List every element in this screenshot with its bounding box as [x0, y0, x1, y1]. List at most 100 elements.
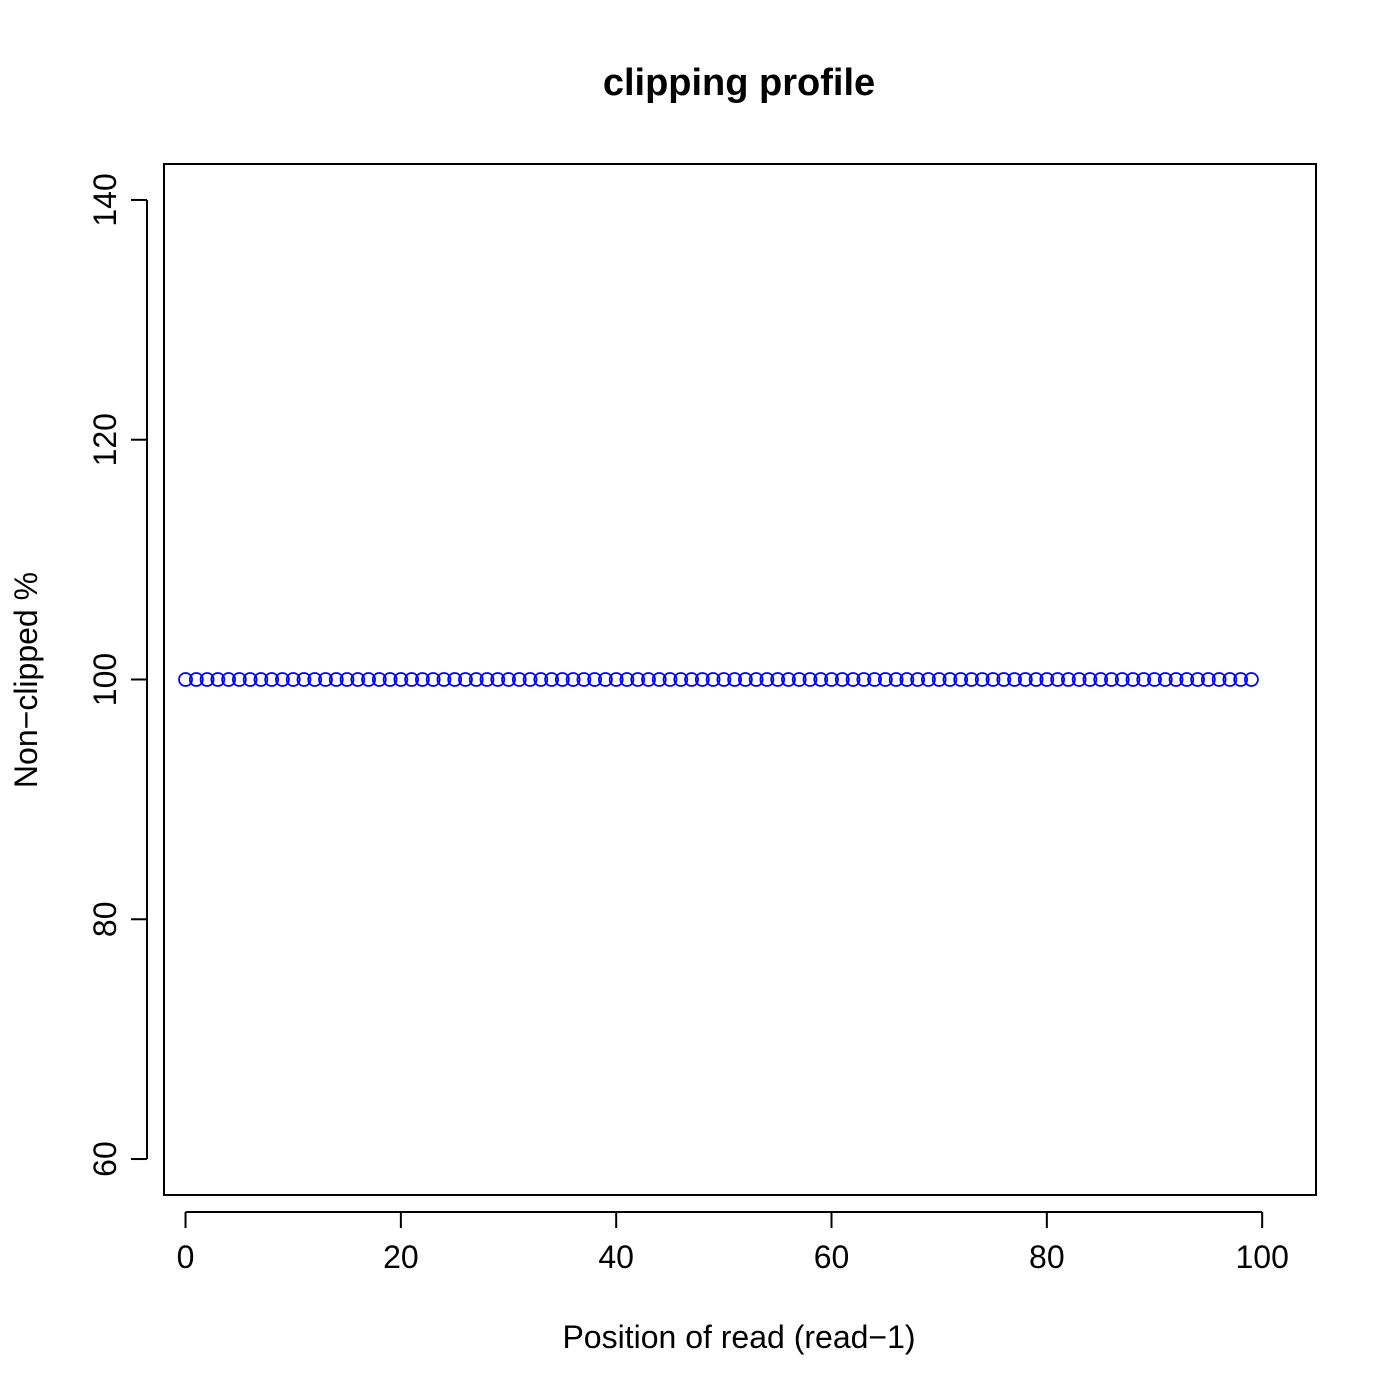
data-point [705, 672, 721, 687]
data-point [296, 672, 312, 687]
data-point [759, 672, 775, 687]
data-point [737, 672, 753, 687]
data-point [554, 672, 570, 687]
data-point [1104, 672, 1119, 687]
x-tick-label: 100 [1235, 1239, 1288, 1275]
data-point [781, 672, 796, 687]
data-point [490, 672, 506, 687]
data-point [608, 672, 624, 687]
data-point [447, 672, 463, 687]
data-point [1007, 672, 1022, 687]
data-point [953, 672, 969, 687]
data-point [231, 672, 247, 687]
data-point [1233, 672, 1249, 687]
x-tick-label: 0 [177, 1239, 195, 1275]
data-point [458, 672, 473, 687]
data-point [1060, 672, 1076, 687]
data-point [264, 672, 280, 687]
data-point [307, 672, 323, 687]
x-axis: 0 20 40 60 80 100 [177, 1211, 1289, 1275]
x-tick-label: 20 [383, 1239, 419, 1275]
data-point [1157, 672, 1173, 687]
data-point [867, 672, 882, 687]
data-point [1211, 672, 1227, 687]
data-point [834, 672, 850, 687]
data-point [361, 672, 376, 687]
x-tick-label: 80 [1029, 1239, 1065, 1275]
y-tick-label: 120 [87, 413, 123, 466]
data-point [522, 672, 538, 687]
data-point [1200, 672, 1216, 687]
data-point [339, 672, 355, 687]
data-point [802, 672, 818, 687]
data-point [501, 672, 516, 687]
data-point [533, 672, 549, 687]
data-point [641, 672, 656, 687]
data-point [996, 672, 1012, 687]
data-point [694, 672, 710, 687]
y-tick-label: 100 [87, 653, 123, 706]
data-point [414, 672, 430, 687]
data-point [1039, 672, 1055, 687]
data-point [899, 672, 915, 687]
data-point [877, 672, 893, 687]
data-point [651, 672, 667, 687]
x-tick-label: 40 [598, 1239, 634, 1275]
data-point [1028, 672, 1044, 687]
data-point [544, 672, 559, 687]
data-point [888, 672, 904, 687]
data-point [425, 672, 441, 687]
plot-area-frame [163, 163, 1317, 1196]
data-point [188, 672, 204, 687]
data-point [350, 672, 366, 687]
data-point [221, 672, 236, 687]
data-point [921, 672, 936, 687]
data-point [684, 672, 699, 687]
y-axis: 60 80 100 120 140 [87, 173, 148, 1177]
data-point [1179, 672, 1195, 687]
data-point [393, 672, 409, 687]
data-point [716, 672, 732, 687]
x-axis-label: Position of read (read−1) [562, 1319, 915, 1355]
data-point [468, 672, 484, 687]
data-point [318, 672, 333, 687]
chart-title: clipping profile [603, 62, 875, 104]
data-point [931, 672, 947, 687]
data-point [727, 672, 743, 687]
data-point [242, 672, 258, 687]
y-tick-label: 60 [87, 1141, 123, 1177]
x-tick-label: 60 [814, 1239, 850, 1275]
data-point [813, 672, 829, 687]
data-point [598, 672, 613, 687]
data-point [275, 672, 290, 687]
data-point [1190, 672, 1205, 687]
data-point [1071, 672, 1087, 687]
data-point [770, 672, 786, 687]
data-point [662, 672, 678, 687]
data-point [910, 672, 926, 687]
data-point [619, 672, 635, 687]
data-point [479, 672, 495, 687]
data-point [985, 672, 1001, 687]
data-point [1082, 672, 1098, 687]
data-point [436, 672, 452, 687]
data-point [1136, 672, 1152, 687]
data-point [673, 672, 689, 687]
data-point [382, 672, 398, 687]
data-point [856, 672, 872, 687]
data-point [178, 672, 193, 687]
data-point [1125, 672, 1141, 687]
y-axis-label: Non−clipped % [8, 572, 44, 788]
data-point [576, 672, 592, 687]
data-point [974, 672, 990, 687]
data-point [1050, 672, 1066, 687]
data-point [845, 672, 861, 687]
data-point [942, 672, 958, 687]
data-point [1222, 672, 1238, 687]
data-point [404, 672, 420, 687]
data-point [1093, 672, 1109, 687]
data-points [178, 672, 1259, 687]
data-point [1147, 672, 1162, 687]
data-point [1114, 672, 1130, 687]
